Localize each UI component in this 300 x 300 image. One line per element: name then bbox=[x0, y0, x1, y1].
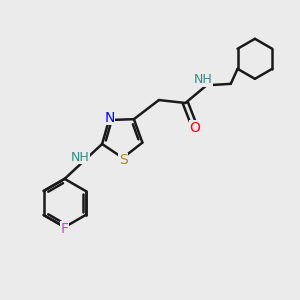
Text: NH: NH bbox=[71, 151, 90, 164]
Text: N: N bbox=[104, 111, 115, 125]
Text: F: F bbox=[61, 222, 69, 236]
Text: O: O bbox=[190, 121, 201, 135]
Text: S: S bbox=[119, 153, 128, 167]
Text: NH: NH bbox=[194, 73, 212, 86]
